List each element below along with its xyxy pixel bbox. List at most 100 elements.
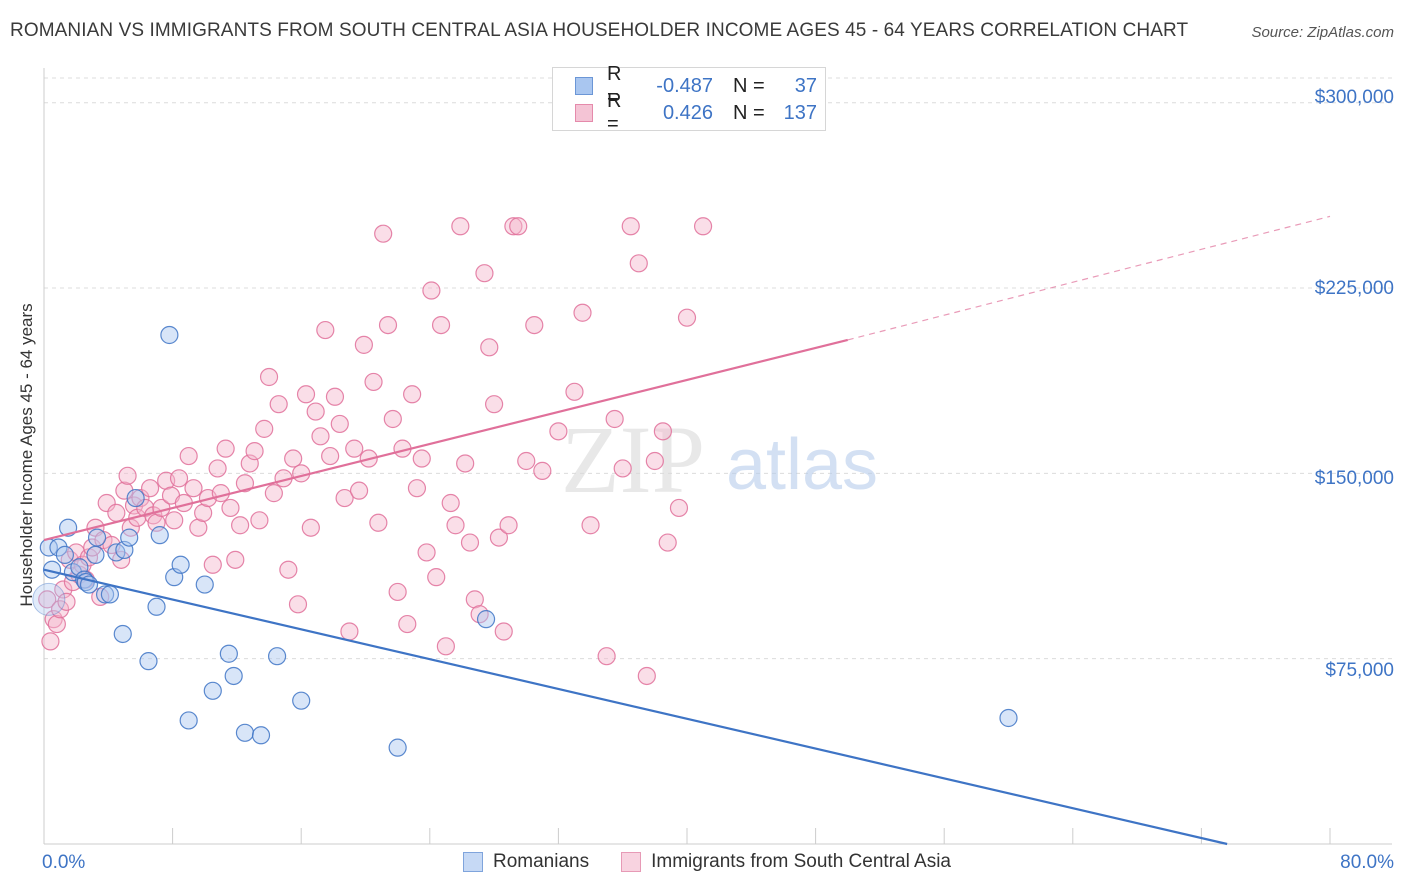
immigrants-point [169, 469, 189, 488]
romanians-point [267, 647, 287, 666]
legend-r-value: -0.487 [656, 74, 713, 97]
immigrants-point [412, 449, 431, 468]
immigrants-point [47, 614, 66, 634]
immigrants-point [316, 320, 335, 340]
y-tick-225000: $225,000 [1314, 278, 1394, 299]
legend-r-label: R = [607, 90, 622, 135]
immigrants-point [107, 503, 126, 522]
immigrants-point [165, 511, 184, 530]
immigrants-point [38, 590, 57, 609]
immigrants-point [349, 481, 369, 500]
immigrants-point [369, 513, 388, 532]
immigrants-point [345, 439, 364, 458]
immigrants-point [605, 409, 624, 429]
immigrants-point [460, 533, 480, 552]
immigrants-point [118, 466, 137, 485]
immigrants-point [480, 338, 499, 357]
immigrants-point [677, 308, 697, 327]
immigrants-point [292, 464, 311, 483]
immigrants-point [669, 498, 689, 518]
legend-r-value: 0.426 [662, 101, 713, 124]
immigrants-point [208, 459, 227, 478]
immigrants-point [533, 461, 552, 480]
immigrants-point [653, 422, 672, 441]
romanians-point [219, 644, 238, 663]
immigrants-point [645, 451, 664, 471]
immigrants-point [378, 315, 398, 335]
immigrants-point [422, 281, 441, 300]
immigrants-point [403, 385, 422, 404]
immigrants-point [179, 446, 198, 466]
legend-row-romanians: R = -0.487 N = 37 [575, 63, 817, 108]
romanians-point [42, 560, 62, 579]
y-axis-title: Householder Income Ages 45 - 64 years [17, 303, 36, 607]
legend-n-label: N = [733, 101, 765, 124]
immigrants-point [525, 315, 544, 335]
immigrants-point [489, 528, 509, 547]
immigrants-point [504, 217, 523, 236]
axes [43, 68, 1392, 845]
immigrants-point [475, 264, 494, 283]
immigrants-point [629, 254, 648, 273]
immigrants-point [73, 555, 92, 574]
immigrants-trend-extension [847, 215, 1331, 341]
y-tick-75000: $75,000 [1325, 660, 1394, 681]
immigrants-point [279, 560, 298, 579]
immigrants-point [235, 474, 255, 493]
immigrants-point [431, 315, 451, 335]
immigrants-point [296, 385, 316, 404]
immigrants-point [374, 224, 393, 243]
legend-item-romanians[interactable]: Romanians [463, 851, 589, 873]
immigrants-point [441, 493, 460, 513]
immigrants-point [427, 568, 446, 587]
immigrants-point [451, 217, 470, 236]
immigrants-point [301, 518, 320, 537]
romanians-point [113, 624, 132, 644]
gridlines [44, 77, 1392, 660]
immigrants-point [581, 516, 600, 535]
immigrants-point [407, 479, 427, 498]
immigrants-point [485, 395, 504, 414]
immigrants-point [140, 479, 160, 498]
trend-lines [43, 215, 1331, 846]
romanians-point [86, 545, 105, 564]
immigrants-point [57, 592, 76, 611]
immigrants-point [398, 614, 417, 634]
immigrants-point [41, 632, 60, 651]
y-tick-150000: $150,000 [1314, 468, 1394, 489]
romanians-point [195, 575, 214, 594]
legend-r-label: R = [607, 63, 622, 108]
immigrants-point [321, 446, 340, 466]
immigrants-point [456, 454, 475, 473]
romanians-point [150, 526, 169, 545]
x-tick-min: 0.0% [42, 852, 86, 873]
immigrants-point [97, 493, 116, 513]
immigrants-point [245, 442, 264, 461]
watermark-zip: ZIP [561, 406, 705, 513]
romanians-point [476, 610, 496, 629]
immigrants-point [597, 647, 616, 666]
romanians-point [171, 555, 190, 574]
series-immigrants-points [38, 217, 713, 686]
romanians-point [147, 597, 166, 616]
legend-n-value: 37 [794, 74, 817, 97]
immigrants-point [509, 217, 528, 236]
romanians-point [126, 488, 145, 508]
legend-swatch-blue [463, 852, 483, 872]
romanians-point [224, 666, 243, 686]
romanians-point [292, 691, 311, 710]
romanians-point [55, 545, 74, 564]
series-romanians-points [32, 325, 1018, 757]
immigrants-point [131, 488, 150, 508]
immigrants-point [517, 451, 536, 471]
romanians-point [251, 726, 271, 745]
immigrants-point [325, 387, 345, 406]
legend-n-label: N = [733, 74, 765, 97]
immigrants-point [330, 414, 349, 434]
romanians-point [95, 585, 115, 604]
chart-title: ROMANIAN VS IMMIGRANTS FROM SOUTH CENTRA… [10, 20, 1189, 41]
immigrants-point [231, 516, 250, 535]
legend-item-immigrants[interactable]: Immigrants from South Central Asia [621, 851, 951, 873]
immigrants-point [311, 427, 330, 446]
immigrants-point [250, 511, 269, 530]
